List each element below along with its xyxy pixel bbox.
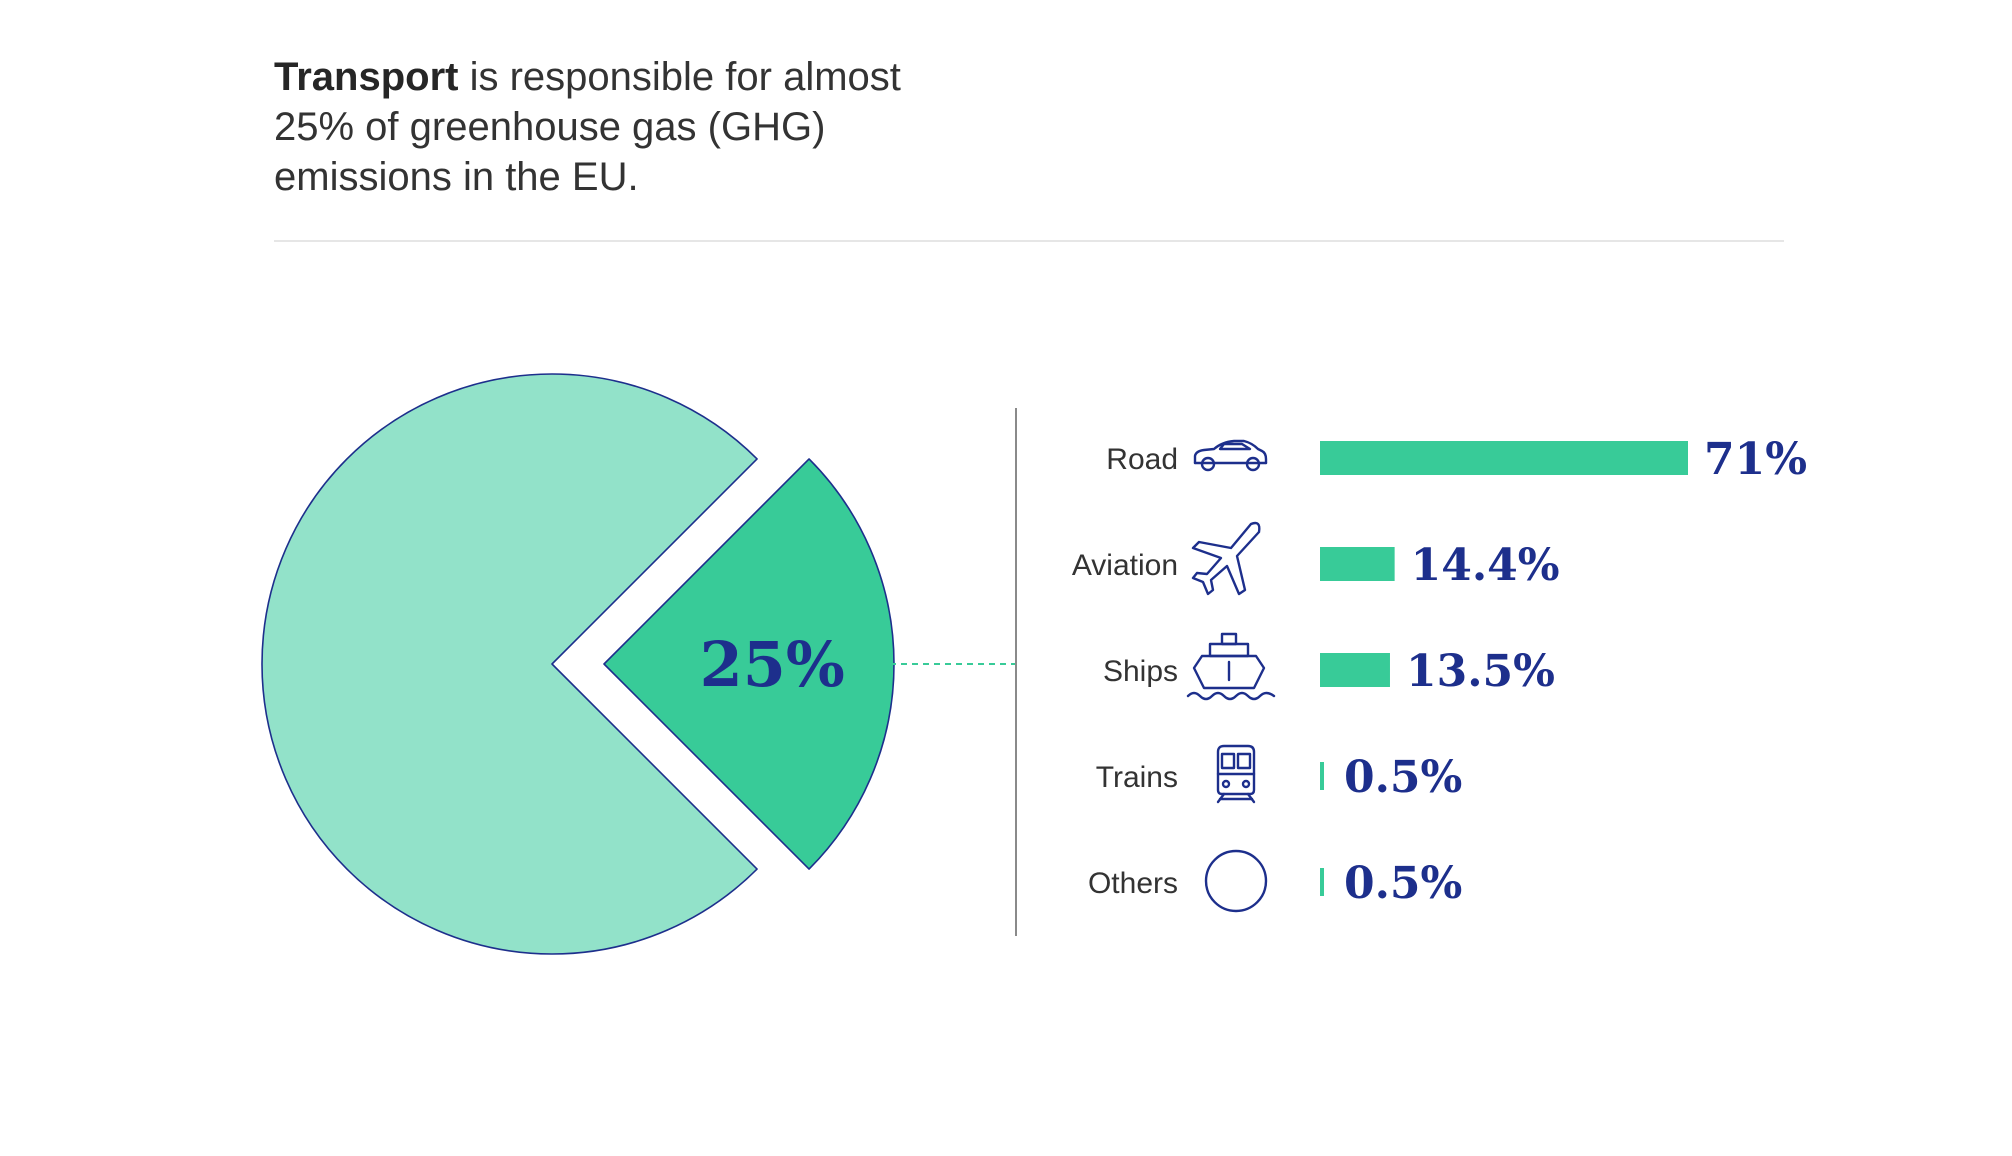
pie-slice-label-0: 25% [700,628,845,701]
pie-slice-1 [261,373,758,955]
bar-value-label-road: 71% [1704,434,1807,485]
headline-rest: is responsible for almost 25% of greenho… [274,55,901,199]
bar-value-label-aviation: 14.4% [1411,540,1560,591]
divider [274,240,1784,242]
ship-icon [1186,632,1276,701]
bar-trains [1320,762,1324,790]
category-icons [1186,439,1276,913]
bar-ships [1320,653,1390,687]
bar-category-label-trains: Trains [1096,761,1178,794]
bar-category-label-road: Road [1106,443,1178,476]
pie-chart: 25% [261,373,895,955]
bar-others [1320,868,1324,896]
headline: Transport is responsible for almost 25% … [274,52,914,202]
airplane-icon [1191,521,1261,596]
bar-value-label-trains: 0.5% [1344,752,1462,803]
headline-strong: Transport [274,55,459,99]
car-icon [1193,439,1268,472]
bar-chart: Road 71% Aviation 14.4% Ships 13.5% Trains 0.5%… [1072,434,1807,909]
bar-category-label-others: Others [1088,867,1178,900]
bar-category-label-ships: Ships [1103,655,1178,688]
bar-value-label-others: 0.5% [1344,858,1462,909]
bar-road [1320,441,1688,475]
bar-category-label-aviation: Aviation [1072,549,1178,582]
train-icon [1216,744,1256,804]
bar-value-label-ships: 13.5% [1406,646,1555,697]
bar-aviation [1320,547,1395,581]
circle-icon [1204,849,1268,913]
